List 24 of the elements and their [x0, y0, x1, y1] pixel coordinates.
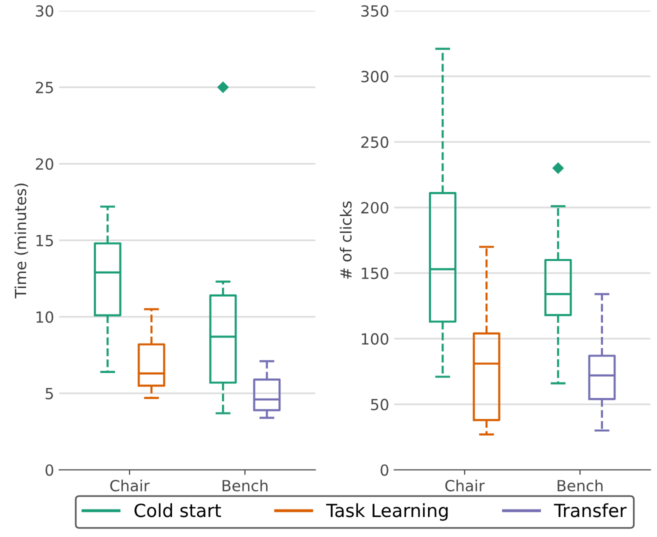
y-tick-label: 150 [362, 268, 388, 280]
y-tick-label: 0 [46, 464, 54, 476]
legend-label: Cold start [134, 503, 222, 518]
x-tick-label: Chair [445, 480, 485, 492]
x-tick-label: Bench [222, 480, 268, 492]
y-tick-label: 10 [36, 311, 54, 323]
y-tick-label: 15 [36, 234, 53, 246]
y-tick-label: 350 [361, 5, 388, 17]
y-tick-label: 5 [46, 388, 53, 400]
legend-label: Transfer [554, 503, 627, 518]
y-tick-label: 200 [361, 202, 388, 214]
y-tick-label: 20 [36, 158, 54, 170]
y-tick-label: 50 [371, 398, 388, 410]
y-tick-label: 250 [361, 136, 388, 148]
x-tick-label: Chair [110, 480, 150, 492]
y-axis-title: # of clicks [340, 201, 352, 279]
x-tick-label: Bench [558, 480, 603, 492]
y-tick-label: 100 [362, 333, 388, 345]
y-axis-title: Time (minutes) [14, 184, 28, 298]
legend-label: Task Learning [326, 503, 448, 521]
y-tick-label: 25 [36, 82, 53, 94]
y-tick-label: 0 [380, 464, 388, 476]
y-tick-label: 300 [361, 70, 388, 82]
y-tick-label: 30 [36, 5, 54, 17]
